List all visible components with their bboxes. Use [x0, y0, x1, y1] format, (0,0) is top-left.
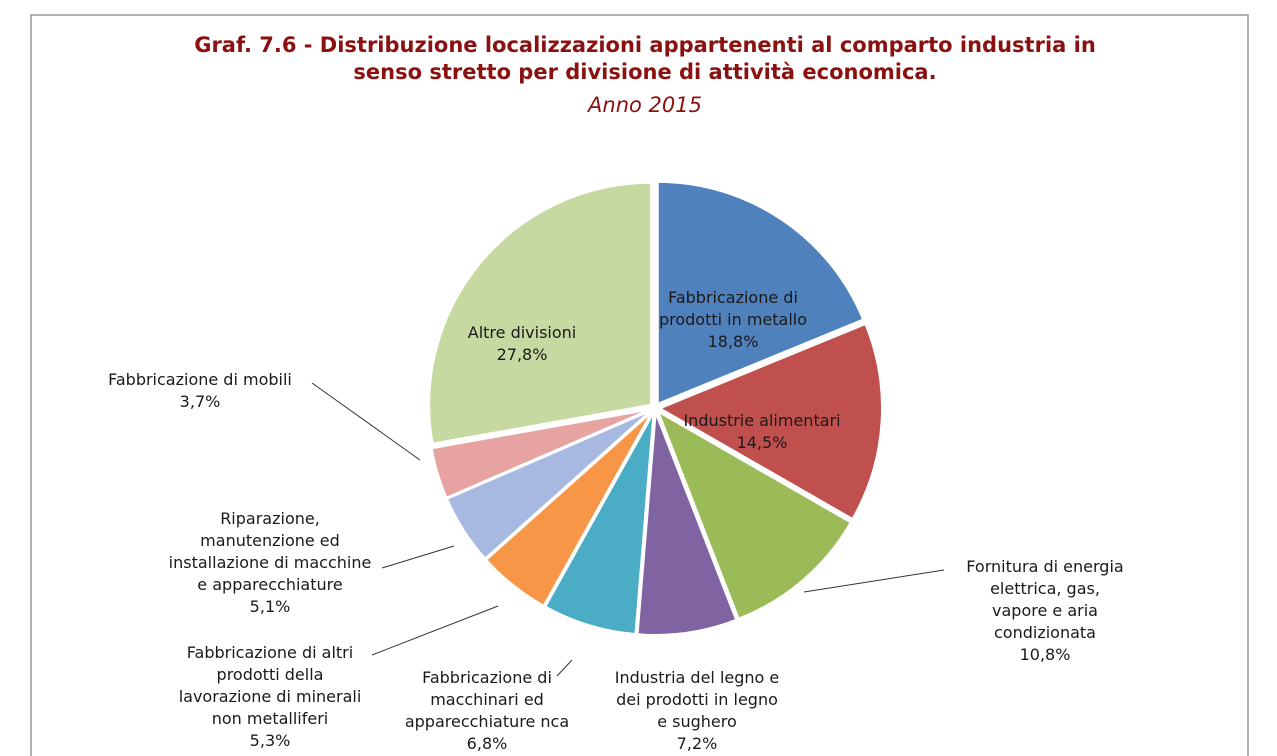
- slice-value-label: 14,5%: [737, 433, 788, 452]
- slice-label: Altre divisioni: [468, 323, 577, 342]
- leader-line: [556, 659, 573, 677]
- leader-line: [381, 545, 455, 569]
- slice-label: Industrie alimentari: [683, 411, 840, 430]
- slice-label: Fabbricazione di altri prodotti della lavo…: [179, 643, 362, 728]
- slice-value-label: 3,7%: [180, 392, 221, 411]
- slice-label: Fabbricazione di prodotti in metallo: [659, 288, 807, 329]
- slice-value-label: 18,8%: [708, 332, 759, 351]
- pie-slice: [430, 408, 651, 499]
- slice-value-label: 5,1%: [250, 597, 291, 616]
- chart-title: Graf. 7.6 - Distribuzione localizzazioni…: [194, 33, 1096, 84]
- slice-value-label: 6,8%: [467, 734, 508, 753]
- slice-value-label: 7,2%: [677, 734, 718, 753]
- pie-slice: [656, 180, 865, 406]
- slice-label: Industria del legno e dei prodotti in leg…: [615, 668, 780, 731]
- slice-value-label: 10,8%: [1020, 645, 1071, 664]
- slice-value-label: 27,8%: [497, 345, 548, 364]
- pie-slice: [544, 412, 655, 636]
- pie-slice: [657, 322, 883, 521]
- chart-subtitle: Anno 2015: [586, 93, 702, 117]
- slice-label: Riparazione, manutenzione ed installazione…: [169, 509, 372, 594]
- pie-slice: [656, 409, 853, 621]
- pie-slice: [636, 412, 738, 636]
- leader-line: [311, 382, 421, 461]
- leader-line: [803, 569, 945, 593]
- slice-value-label: 5,3%: [250, 731, 291, 750]
- slice-label: Fabbricazione di macchinari ed apparecchia…: [405, 668, 569, 731]
- slice-label: Fabbricazione di mobili: [108, 370, 292, 389]
- pie-slice: [484, 411, 653, 608]
- pie-slice: [445, 409, 652, 560]
- leader-line: [371, 605, 499, 656]
- pie-slice: [428, 181, 653, 445]
- slice-label: Fornitura di energia elettrica, gas, vapor…: [966, 557, 1123, 642]
